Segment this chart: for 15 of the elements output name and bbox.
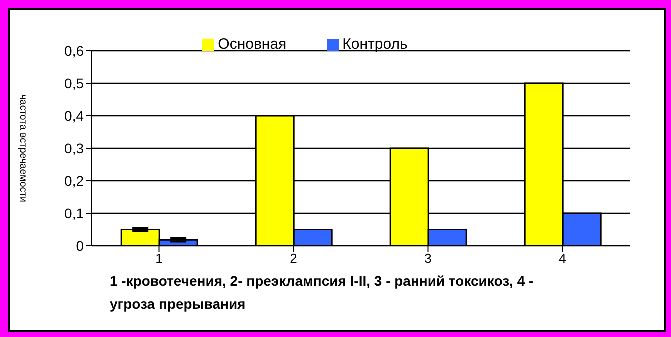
y-tick-label: 0,6 <box>64 42 84 59</box>
legend-label: Контроль <box>342 36 408 53</box>
y-tick-label: 0,4 <box>64 108 84 124</box>
y-axis-title: частота встречаемости <box>17 94 28 202</box>
legend-label: Основная <box>218 36 287 53</box>
x-tick-label: 3 <box>424 251 432 266</box>
x-tick-label: 1 <box>156 251 163 266</box>
y-tick-label: 0,2 <box>64 172 84 189</box>
y-tick-label: 0,1 <box>64 205 84 222</box>
y-tick-label: 0 <box>76 238 84 254</box>
y-tick-label: 0,3 <box>64 140 84 156</box>
x-tick-label: 2 <box>290 251 298 266</box>
y-tick-label: 0,5 <box>64 75 84 92</box>
x-tick-label: 4 <box>559 251 566 266</box>
text: 1 -кровотечения, 2- преэклампсия I-II, 3 - ранний токсикоз, 4 - угроза прерывания <box>110 272 535 314</box>
